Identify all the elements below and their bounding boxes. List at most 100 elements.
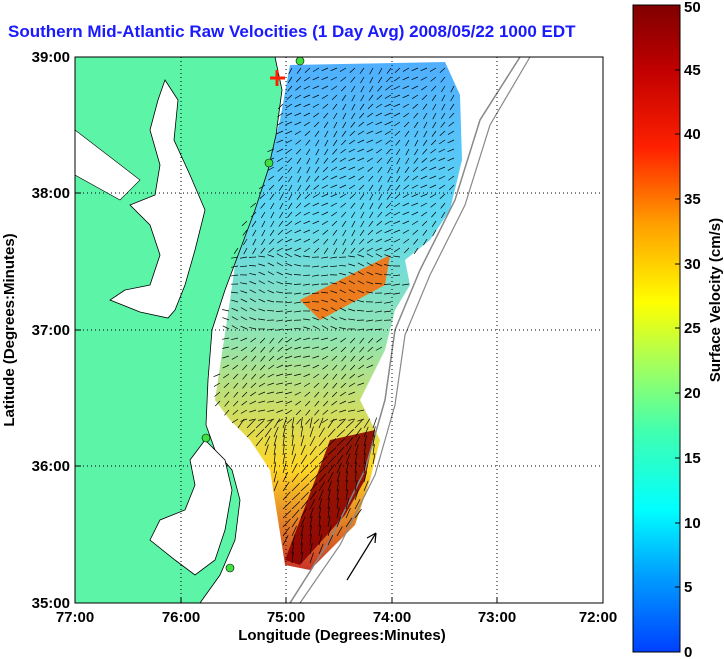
current-vector xyxy=(251,211,257,218)
current-vector xyxy=(313,184,320,190)
x-tick-label: 74:00 xyxy=(373,609,411,626)
current-vector xyxy=(318,525,322,537)
current-vector xyxy=(448,184,455,191)
current-vector xyxy=(268,247,275,253)
current-vector xyxy=(294,254,302,258)
scale-arrow-head xyxy=(366,532,377,544)
current-vector xyxy=(330,175,338,180)
current-vector xyxy=(375,112,383,117)
current-vector xyxy=(270,220,275,228)
current-vector xyxy=(327,525,332,537)
current-vector xyxy=(348,382,356,387)
current-vector xyxy=(421,157,428,163)
current-vector xyxy=(393,211,401,216)
current-vector xyxy=(423,112,428,120)
current-vector xyxy=(405,148,410,156)
current-vector xyxy=(330,166,338,172)
current-vector xyxy=(313,418,320,425)
current-vector xyxy=(439,130,446,136)
colorbar-tick-label: 0 xyxy=(684,644,692,659)
current-vector xyxy=(282,444,285,456)
current-vector xyxy=(295,409,302,416)
current-vector xyxy=(222,355,230,359)
x-tick-label: 77:00 xyxy=(56,609,94,626)
y-axis-label: Latitude (Degrees:Minutes) xyxy=(1,233,18,426)
current-vector xyxy=(303,274,311,277)
current-vector xyxy=(429,175,437,179)
current-vector xyxy=(318,481,326,492)
current-vector xyxy=(313,121,320,128)
current-vector xyxy=(291,492,301,501)
current-vector xyxy=(330,290,338,294)
current-vector xyxy=(296,418,302,425)
current-vector xyxy=(341,211,347,218)
current-vector xyxy=(300,491,309,501)
current-vector xyxy=(303,121,311,127)
current-vector xyxy=(267,328,275,331)
current-vector xyxy=(285,282,293,285)
current-vector xyxy=(255,420,265,429)
current-vector xyxy=(309,525,312,537)
current-vector xyxy=(300,444,306,456)
current-vector xyxy=(231,265,239,268)
current-vector xyxy=(360,202,365,210)
current-vector xyxy=(249,272,257,276)
current-vector xyxy=(376,94,383,100)
current-vector xyxy=(348,157,356,162)
current-vector xyxy=(321,299,329,303)
current-vector xyxy=(279,211,284,219)
colorbar-tick-label: 5 xyxy=(684,579,692,596)
current-vector xyxy=(367,346,374,352)
current-vector xyxy=(294,121,302,126)
current-vector xyxy=(306,175,311,183)
current-vector xyxy=(322,103,329,109)
current-vector xyxy=(240,316,248,321)
current-vector xyxy=(242,229,248,236)
current-vector xyxy=(242,364,248,371)
current-vector xyxy=(414,139,419,147)
current-vector xyxy=(285,301,293,304)
current-vector xyxy=(341,94,347,101)
current-vector xyxy=(240,256,248,259)
current-vector xyxy=(432,112,437,120)
current-vector xyxy=(363,418,371,429)
current-vector xyxy=(269,238,275,245)
current-vector xyxy=(339,409,347,413)
current-vector xyxy=(423,130,428,138)
current-vector xyxy=(369,193,374,201)
current-vector xyxy=(377,85,383,92)
current-vector xyxy=(345,445,352,456)
current-vector xyxy=(252,247,257,255)
current-vector xyxy=(291,435,294,447)
current-vector xyxy=(291,463,298,474)
current-vector xyxy=(420,184,428,189)
current-vector xyxy=(368,94,374,101)
current-vector xyxy=(241,355,248,361)
current-vector xyxy=(291,444,295,456)
current-vector xyxy=(295,139,302,145)
current-vector xyxy=(348,166,356,171)
current-vector xyxy=(354,489,359,501)
current-vector xyxy=(269,346,275,353)
current-vector xyxy=(285,238,293,243)
current-vector xyxy=(318,489,324,501)
current-vector xyxy=(339,307,347,312)
current-vector xyxy=(323,247,329,255)
current-vector xyxy=(304,67,311,74)
current-vector xyxy=(303,283,311,286)
current-vector xyxy=(285,103,293,109)
current-vector xyxy=(394,130,401,136)
current-vector xyxy=(321,418,329,424)
current-vector xyxy=(321,85,329,90)
current-vector xyxy=(404,166,410,173)
current-vector xyxy=(294,337,302,342)
current-vector xyxy=(333,238,338,246)
current-vector xyxy=(327,463,335,474)
current-vector xyxy=(214,400,221,407)
current-vector xyxy=(285,355,293,359)
current-vector xyxy=(241,400,248,406)
current-vector xyxy=(341,373,347,380)
current-vector xyxy=(393,247,401,253)
current-vector xyxy=(422,148,428,155)
current-vector xyxy=(242,373,248,380)
